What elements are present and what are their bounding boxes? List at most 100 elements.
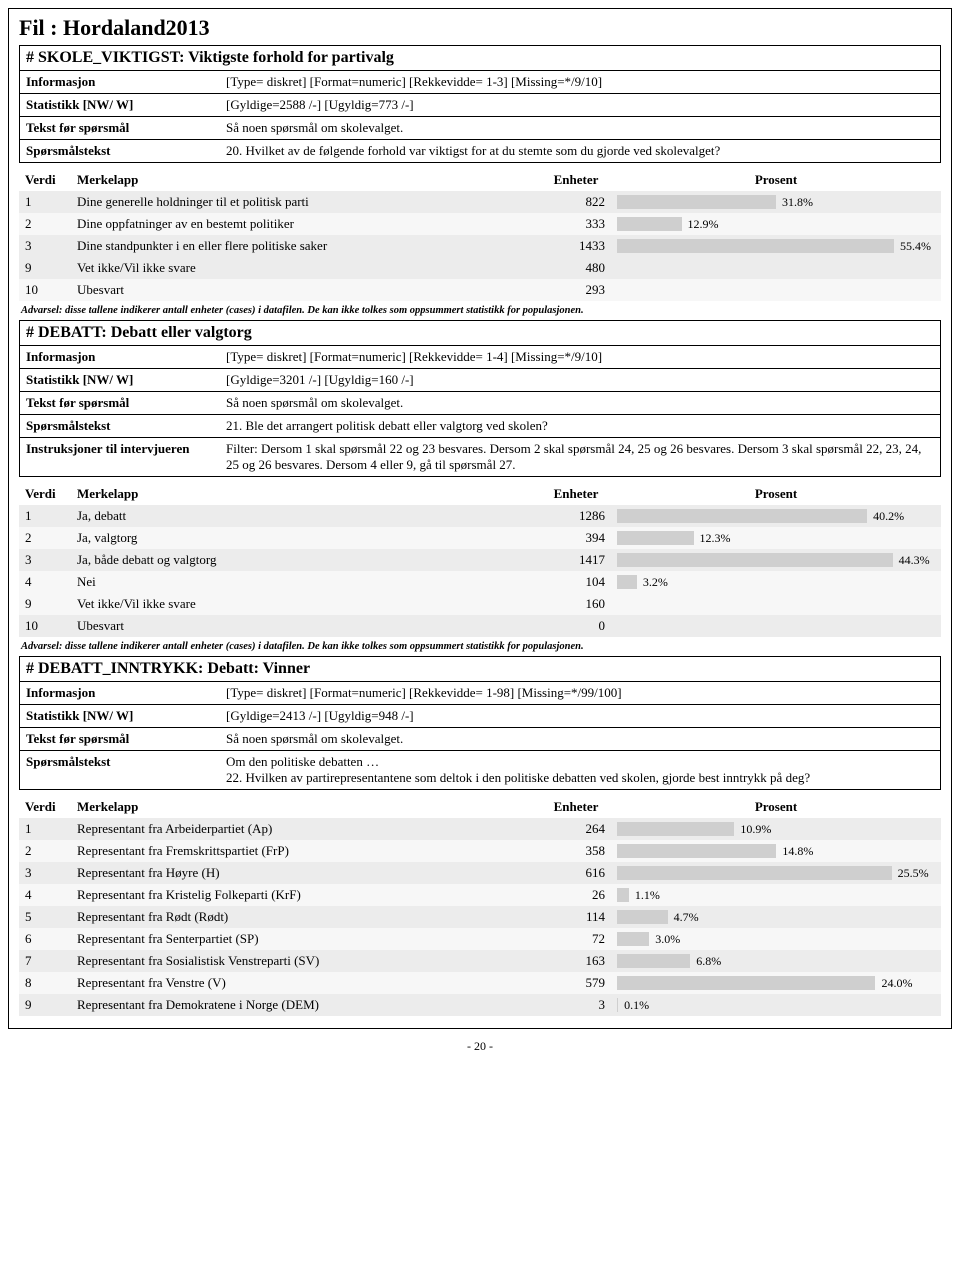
bar-wrap: 24.0% bbox=[617, 975, 935, 991]
meta-label: Spørsmålstekst bbox=[20, 415, 220, 437]
meta-label: Tekst før spørsmål bbox=[20, 392, 220, 414]
value-code: 9 bbox=[19, 994, 71, 1016]
value-code: 4 bbox=[19, 884, 71, 906]
value-percent-cell: 40.2% bbox=[611, 505, 941, 527]
value-label: Ubesvart bbox=[71, 279, 541, 301]
percent-label: 44.3% bbox=[899, 553, 930, 568]
table-row: 2Ja, valgtorg39412.3% bbox=[19, 527, 941, 549]
percent-label: 55.4% bbox=[900, 239, 931, 254]
value-percent-cell bbox=[611, 279, 941, 301]
percent-label: 12.3% bbox=[700, 531, 731, 546]
value-table: VerdiMerkelappEnheterProsent1Ja, debatt1… bbox=[19, 483, 941, 637]
value-code: 2 bbox=[19, 527, 71, 549]
section-title: # DEBATT_INNTRYKK: Debatt: Vinner bbox=[20, 657, 940, 682]
meta-row: Spørsmålstekst20. Hvilket av de følgende… bbox=[20, 140, 940, 162]
percent-label: 40.2% bbox=[873, 509, 904, 524]
table-header: Enheter bbox=[541, 796, 611, 818]
percent-bar bbox=[617, 822, 734, 836]
meta-label: Statistikk [NW/ W] bbox=[20, 94, 220, 116]
percent-label: 24.0% bbox=[881, 976, 912, 991]
table-row: 9Representant fra Demokratene i Norge (D… bbox=[19, 994, 941, 1016]
value-percent-cell: 31.8% bbox=[611, 191, 941, 213]
value-label: Representant fra Demokratene i Norge (DE… bbox=[71, 994, 541, 1016]
meta-label: Informasjon bbox=[20, 682, 220, 704]
value-count: 163 bbox=[541, 950, 611, 972]
value-code: 6 bbox=[19, 928, 71, 950]
meta-value: Om den politiske debatten … 22. Hvilken … bbox=[220, 751, 940, 789]
percent-label: 12.9% bbox=[688, 217, 719, 232]
value-percent-cell: 3.0% bbox=[611, 928, 941, 950]
bar-wrap: 14.8% bbox=[617, 843, 935, 859]
meta-value: [Type= diskret] [Format=numeric] [Rekkev… bbox=[220, 682, 940, 704]
meta-value: Filter: Dersom 1 skal spørsmål 22 og 23 … bbox=[220, 438, 940, 476]
bar-wrap: 12.9% bbox=[617, 216, 935, 232]
table-header: Merkelapp bbox=[71, 796, 541, 818]
value-label: Representant fra Fremskrittspartiet (FrP… bbox=[71, 840, 541, 862]
value-percent-cell: 10.9% bbox=[611, 818, 941, 840]
bar-wrap: 0.1% bbox=[617, 997, 935, 1013]
page-number: - 20 - bbox=[8, 1039, 952, 1054]
bar-wrap: 3.2% bbox=[617, 574, 935, 590]
percent-label: 3.0% bbox=[655, 932, 680, 947]
table-row: 9Vet ikke/Vil ikke svare480 bbox=[19, 257, 941, 279]
value-count: 160 bbox=[541, 593, 611, 615]
value-count: 1433 bbox=[541, 235, 611, 257]
sections-container: # SKOLE_VIKTIGST: Viktigste forhold for … bbox=[19, 45, 941, 1016]
meta-value: [Type= diskret] [Format=numeric] [Rekkev… bbox=[220, 71, 940, 93]
meta-row: Informasjon[Type= diskret] [Format=numer… bbox=[20, 71, 940, 94]
table-header: Merkelapp bbox=[71, 483, 541, 505]
percent-bar bbox=[617, 553, 893, 567]
bar-wrap: 1.1% bbox=[617, 887, 935, 903]
meta-row: SpørsmålstekstOm den politiske debatten … bbox=[20, 751, 940, 789]
value-code: 1 bbox=[19, 191, 71, 213]
bar-wrap: 6.8% bbox=[617, 953, 935, 969]
value-label: Dine standpunkter i en eller flere polit… bbox=[71, 235, 541, 257]
table-row: 8Representant fra Venstre (V)57924.0% bbox=[19, 972, 941, 994]
meta-row: Informasjon[Type= diskret] [Format=numer… bbox=[20, 682, 940, 705]
table-row: 1Representant fra Arbeiderpartiet (Ap)26… bbox=[19, 818, 941, 840]
meta-label: Tekst før spørsmål bbox=[20, 728, 220, 750]
value-percent-cell: 12.9% bbox=[611, 213, 941, 235]
value-count: 358 bbox=[541, 840, 611, 862]
table-header: Verdi bbox=[19, 169, 71, 191]
value-code: 9 bbox=[19, 593, 71, 615]
meta-row: Tekst før spørsmålSå noen spørsmål om sk… bbox=[20, 117, 940, 140]
meta-value: [Gyldige=2588 /-] [Ugyldig=773 /-] bbox=[220, 94, 940, 116]
value-code: 2 bbox=[19, 213, 71, 235]
bar-wrap: 25.5% bbox=[617, 865, 935, 881]
value-label: Representant fra Rødt (Rødt) bbox=[71, 906, 541, 928]
meta-value: [Gyldige=2413 /-] [Ugyldig=948 /-] bbox=[220, 705, 940, 727]
meta-row: Tekst før spørsmålSå noen spørsmål om sk… bbox=[20, 728, 940, 751]
meta-value: Så noen spørsmål om skolevalget. bbox=[220, 117, 940, 139]
value-code: 1 bbox=[19, 505, 71, 527]
percent-label: 14.8% bbox=[782, 844, 813, 859]
value-label: Representant fra Senterpartiet (SP) bbox=[71, 928, 541, 950]
value-count: 1286 bbox=[541, 505, 611, 527]
value-code: 3 bbox=[19, 862, 71, 884]
meta-value: Så noen spørsmål om skolevalget. bbox=[220, 392, 940, 414]
value-label: Representant fra Arbeiderpartiet (Ap) bbox=[71, 818, 541, 840]
value-code: 10 bbox=[19, 615, 71, 637]
value-label: Dine generelle holdninger til et politis… bbox=[71, 191, 541, 213]
percent-bar bbox=[617, 509, 867, 523]
table-header: Verdi bbox=[19, 483, 71, 505]
meta-value: [Type= diskret] [Format=numeric] [Rekkev… bbox=[220, 346, 940, 368]
meta-row: Statistikk [NW/ W][Gyldige=2413 /-] [Ugy… bbox=[20, 705, 940, 728]
bar-wrap: 44.3% bbox=[617, 552, 935, 568]
value-code: 3 bbox=[19, 235, 71, 257]
value-count: 3 bbox=[541, 994, 611, 1016]
percent-label: 6.8% bbox=[696, 954, 721, 969]
meta-value: 20. Hvilket av de følgende forhold var v… bbox=[220, 140, 940, 162]
table-row: 1Dine generelle holdninger til et politi… bbox=[19, 191, 941, 213]
value-label: Representant fra Kristelig Folkeparti (K… bbox=[71, 884, 541, 906]
bar-wrap: 12.3% bbox=[617, 530, 935, 546]
value-label: Ja, både debatt og valgtorg bbox=[71, 549, 541, 571]
meta-label: Spørsmålstekst bbox=[20, 140, 220, 162]
warning-text: Advarsel: disse tallene indikerer antall… bbox=[19, 639, 941, 656]
percent-label: 3.2% bbox=[643, 575, 668, 590]
value-code: 10 bbox=[19, 279, 71, 301]
percent-bar bbox=[617, 932, 649, 946]
value-percent-cell: 3.2% bbox=[611, 571, 941, 593]
table-header: Verdi bbox=[19, 796, 71, 818]
table-row: 4Nei1043.2% bbox=[19, 571, 941, 593]
